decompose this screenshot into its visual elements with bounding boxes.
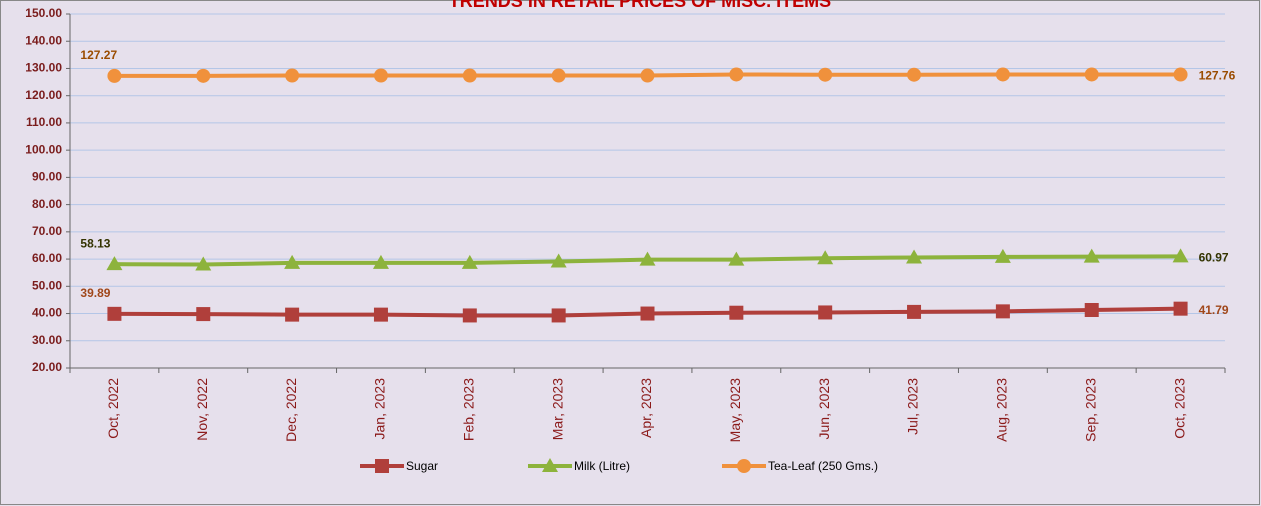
x-tick-label: Sep, 2023 [1082, 378, 1098, 442]
data-point [285, 307, 300, 322]
y-tick-label: 110.00 [26, 115, 62, 129]
x-tick-label: Mar, 2023 [549, 378, 565, 440]
data-point [1083, 248, 1100, 263]
legend-marker [375, 459, 389, 473]
y-tick-label: 140.00 [25, 33, 62, 47]
data-point [995, 67, 1010, 82]
data-point [373, 307, 388, 322]
x-tick-label: Jan, 2023 [372, 378, 388, 440]
y-tick-label: 130.00 [25, 61, 62, 75]
data-point [1173, 301, 1188, 316]
data-point [107, 306, 122, 321]
data-point [639, 251, 656, 266]
data-point [462, 68, 477, 83]
data-point [729, 67, 744, 82]
legend-label: Sugar [406, 459, 438, 473]
data-point [907, 304, 922, 319]
x-tick-label: Oct, 2023 [1171, 378, 1187, 439]
y-tick-label: 100.00 [25, 142, 62, 156]
data-point [818, 305, 833, 320]
data-point [1172, 248, 1189, 263]
x-tick-label: May, 2023 [727, 378, 743, 443]
y-tick-label: 60.00 [32, 251, 62, 265]
y-tick-label: 30.00 [32, 333, 62, 347]
data-label: 41.79 [1199, 303, 1229, 317]
data-point [729, 305, 744, 320]
data-point [196, 68, 211, 83]
y-tick-label: 50.00 [32, 278, 62, 292]
data-point [106, 256, 123, 271]
x-tick-label: Aug, 2023 [994, 378, 1010, 442]
chart-title: TRENDS IN RETAIL PRICES OF MISC. ITEMS [449, 0, 831, 11]
data-point [818, 67, 833, 82]
y-tick-label: 40.00 [32, 306, 62, 320]
data-label: 39.89 [80, 286, 110, 300]
data-point [1084, 302, 1099, 317]
data-label: 127.76 [1199, 69, 1236, 83]
x-tick-label: Feb, 2023 [461, 378, 477, 441]
y-tick-label: 70.00 [32, 224, 62, 238]
legend-marker [737, 459, 751, 473]
data-point [196, 307, 211, 322]
data-point [551, 308, 566, 323]
legend-label: Tea-Leaf (250 Gms.) [768, 459, 878, 473]
x-tick-label: Jul, 2023 [905, 378, 921, 435]
data-label: 60.97 [1199, 251, 1229, 265]
data-point [462, 308, 477, 323]
data-point [550, 253, 567, 268]
data-point [1173, 67, 1188, 82]
data-point [640, 306, 655, 321]
x-tick-label: Oct, 2022 [105, 378, 121, 439]
legend-label: Milk (Litre) [574, 459, 630, 473]
y-tick-label: 90.00 [32, 170, 62, 184]
data-point [195, 256, 212, 271]
data-point [817, 250, 834, 265]
data-label: 58.13 [80, 236, 110, 250]
data-point [728, 251, 745, 266]
data-point [640, 68, 655, 83]
x-tick-label: Dec, 2022 [283, 378, 299, 442]
y-tick-label: 150.00 [25, 6, 62, 20]
y-tick-label: 20.00 [32, 360, 62, 374]
y-tick-label: 120.00 [25, 88, 62, 102]
data-point [284, 254, 301, 269]
data-point [906, 249, 923, 264]
data-point [995, 304, 1010, 319]
x-tick-label: Jun, 2023 [816, 378, 832, 440]
x-tick-label: Nov, 2022 [194, 378, 210, 441]
data-point [107, 68, 122, 83]
data-point [285, 68, 300, 83]
data-point [373, 68, 388, 83]
data-point [372, 254, 389, 269]
data-point [551, 68, 566, 83]
data-point [994, 248, 1011, 263]
x-tick-label: Apr, 2023 [638, 378, 654, 438]
data-point [907, 67, 922, 82]
y-tick-label: 80.00 [32, 197, 62, 211]
legend-marker [542, 458, 558, 472]
data-label: 127.27 [80, 48, 117, 62]
data-point [461, 254, 478, 269]
data-point [1084, 67, 1099, 82]
